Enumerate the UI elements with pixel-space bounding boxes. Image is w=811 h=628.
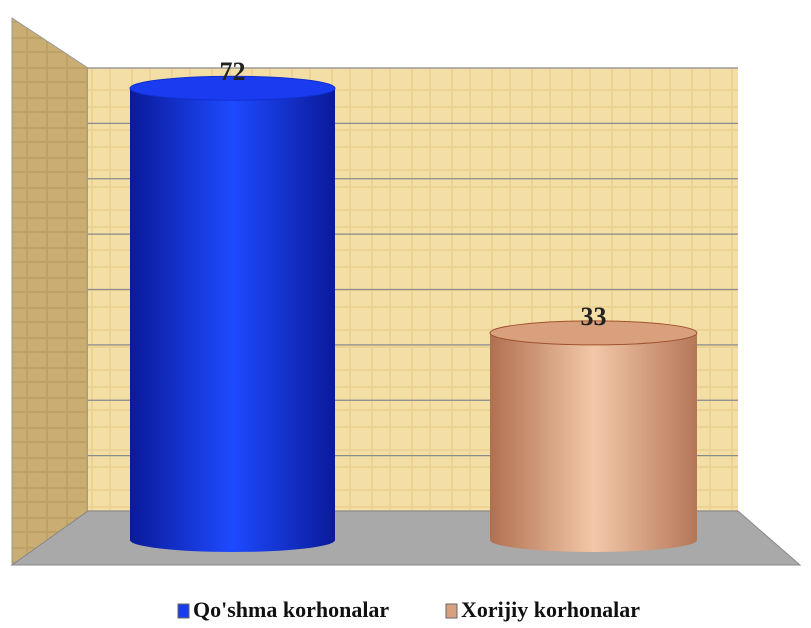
bar-top xyxy=(129,75,336,101)
bar-top xyxy=(489,320,698,346)
bars: 72 33 xyxy=(129,57,698,552)
bar xyxy=(130,88,335,552)
bar xyxy=(490,332,697,552)
legend-label: Qo'shma korhonalar xyxy=(193,597,389,622)
legend-swatch xyxy=(177,603,190,619)
side-wall xyxy=(11,17,89,566)
value-label: 33 xyxy=(581,302,607,331)
legend-label: Xorijiy korhonalar xyxy=(461,597,640,622)
value-label: 72 xyxy=(220,57,246,86)
legend: Qo'shma korhonalar Xorijiy korhonalar xyxy=(177,597,640,622)
legend-swatch xyxy=(445,603,458,619)
